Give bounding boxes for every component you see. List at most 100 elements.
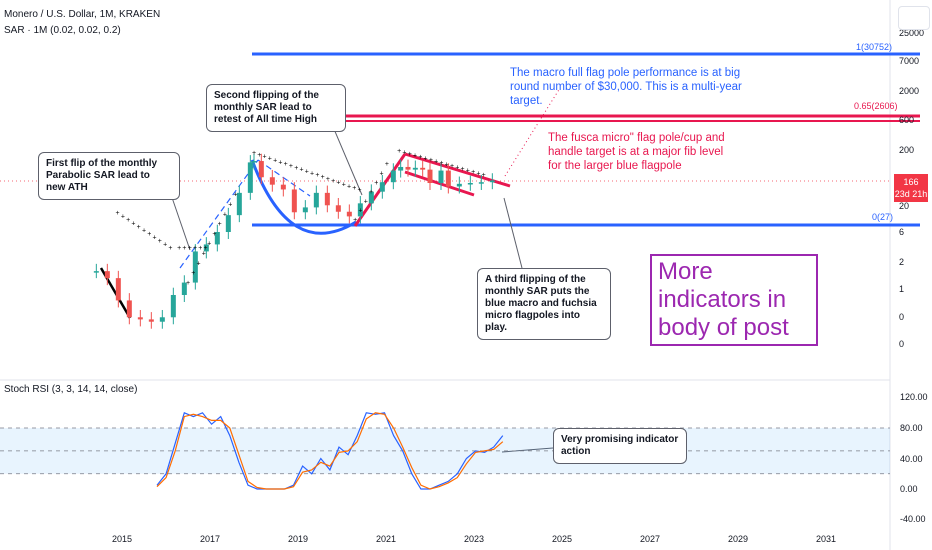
fuchsia-flag-lower (404, 170, 475, 197)
sar-marker: + (163, 242, 167, 249)
sar-marker: + (358, 187, 362, 194)
sar-marker: + (347, 183, 351, 190)
candle-body (346, 211, 352, 217)
candle-body (398, 166, 404, 171)
candle-body (467, 182, 473, 185)
candle-body (181, 282, 187, 295)
sar-marker: + (252, 150, 256, 157)
sar-marker: + (380, 171, 384, 178)
sar-marker: + (358, 208, 362, 215)
sar-marker: + (137, 224, 141, 231)
candle-body (258, 161, 264, 178)
sar-marker: + (228, 201, 232, 208)
last-price-badge: 166 23d 21h (894, 174, 928, 202)
sar-marker: + (471, 169, 475, 176)
candle-body (291, 189, 297, 213)
candle-body (148, 319, 154, 322)
sar-marker: + (268, 156, 272, 163)
sar-marker: + (126, 217, 130, 224)
price-tick-label: 2000 (899, 86, 919, 96)
sar-marker: + (374, 180, 378, 187)
sar-marker: + (434, 159, 438, 166)
sar-marker: + (223, 211, 227, 218)
sar-marker: + (342, 181, 346, 188)
stoch-rsi-legend[interactable]: Stoch RSI (3, 3, 14, 14, close) (4, 384, 138, 395)
time-tick-label: 2029 (728, 534, 748, 544)
candle-body (159, 317, 165, 322)
candle-body (247, 162, 253, 193)
sar-marker: + (476, 171, 480, 178)
sar-marker: + (202, 251, 206, 258)
sar-marker: + (284, 161, 288, 168)
sar-marker: + (413, 153, 417, 160)
sar-marker: + (402, 150, 406, 157)
sar-marker: + (158, 238, 162, 245)
callout-first-flip: First flip of the monthly Parabolic SAR … (38, 152, 180, 200)
time-axis: 2015 2017 2019 2021 2023 2025 2027 2029 2031 (112, 534, 836, 544)
sar-marker: + (294, 165, 298, 172)
candle-body (390, 170, 396, 183)
candle-body (104, 271, 110, 279)
candle-body (420, 167, 426, 170)
candle-body (478, 182, 484, 184)
candle-body (192, 251, 198, 283)
sar-marker: + (218, 221, 222, 228)
sar-marker: + (153, 235, 157, 242)
note-fusca-target: The fusca micro" flag pole/cup and handl… (548, 132, 725, 172)
sar-marker: + (142, 228, 146, 235)
price-candles (93, 153, 495, 329)
scale-button[interactable] (898, 6, 930, 30)
sar-legend[interactable]: SAR · 1M (0.02, 0.02, 0.2) (4, 25, 121, 36)
symbol-title[interactable]: Monero / U.S. Dollar, 1M, KRAKEN (4, 9, 161, 20)
stoch-rsi-panel: 120.00 80.00 40.00 0.00 -40.00 (0, 392, 928, 524)
candle-body (489, 180, 495, 183)
time-tick-label: 2021 (376, 534, 396, 544)
candle-body (115, 278, 121, 301)
price-tick-label: 7000 (899, 56, 919, 66)
promo-box: More indicators in body of post (650, 254, 818, 346)
stoch-tick-label: -40.00 (900, 514, 926, 524)
sar-marker: + (482, 172, 486, 179)
price-tick-label: 0 (899, 339, 904, 349)
level-label-1: 1(30752) (856, 42, 893, 52)
sar-marker: + (305, 169, 309, 176)
candle-body (203, 244, 209, 252)
sar-marker: + (278, 159, 282, 166)
candle-body (126, 300, 132, 318)
sar-marker: + (321, 174, 325, 181)
sar-marker: + (263, 154, 267, 161)
sar-marker: + (310, 170, 314, 177)
sar-marker: + (336, 180, 340, 187)
candle-body (251, 161, 257, 163)
sar-marker: + (207, 241, 211, 248)
candle-body (236, 192, 242, 216)
bar-countdown: 23d 21h (894, 189, 928, 199)
sar-marker: + (439, 160, 443, 167)
candle-body (357, 203, 363, 217)
sar-marker: + (461, 166, 465, 173)
sar-marker: + (186, 280, 190, 287)
time-tick-label: 2019 (288, 534, 308, 544)
sar-marker: + (233, 192, 237, 199)
candle-body (427, 169, 433, 183)
sar-marker: + (408, 151, 412, 158)
candle-body (170, 294, 176, 318)
blue-flagpole-dashed (179, 159, 259, 269)
stoch-tick-label: 0.00 (900, 484, 918, 494)
candle-body (93, 271, 99, 273)
candle-body (280, 184, 286, 190)
candle-body (412, 167, 418, 170)
sar-marker: + (131, 221, 135, 228)
sar-marker: + (450, 163, 454, 170)
sar-marker: + (315, 172, 319, 179)
sar-marker: + (193, 245, 197, 252)
price-tick-label: 25000 (899, 28, 924, 38)
last-price: 166 (903, 177, 919, 187)
sar-marker: + (352, 185, 356, 192)
candle-body (214, 232, 220, 245)
price-tick-label: 2 (899, 257, 904, 267)
stoch-tick-label: 80.00 (900, 423, 923, 433)
sar-marker: + (364, 198, 368, 205)
stoch-band (0, 428, 890, 474)
